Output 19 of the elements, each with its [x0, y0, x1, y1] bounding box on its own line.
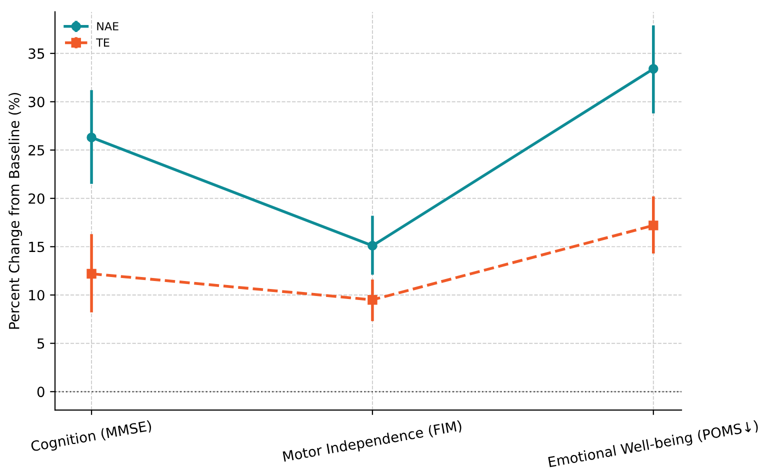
- x-tick-label: Cognition (MMSE): [30, 420, 152, 454]
- y-axis-title: Percent Change from Baseline (%): [8, 92, 22, 329]
- point: [368, 294, 378, 305]
- y-tick-label: 35: [28, 48, 44, 59]
- y-tick-label: 5: [38, 338, 44, 349]
- point: [648, 220, 658, 230]
- y-tick-label: 25: [28, 145, 44, 156]
- point: [86, 268, 96, 279]
- y-tick-label: 15: [29, 242, 44, 252]
- point: [86, 132, 96, 142]
- point: [368, 240, 378, 251]
- point: [648, 64, 658, 74]
- y-tick-label: 30: [28, 96, 44, 108]
- legend-label: TE: [96, 38, 110, 47]
- legend-label: NAE: [97, 22, 118, 30]
- y-tick-label: 0: [37, 386, 44, 398]
- y-tick-label: 20: [28, 193, 44, 204]
- y-tick-label: 10: [29, 290, 44, 300]
- x-tick-label: Emotional Well-being (POMS↓): [548, 420, 759, 470]
